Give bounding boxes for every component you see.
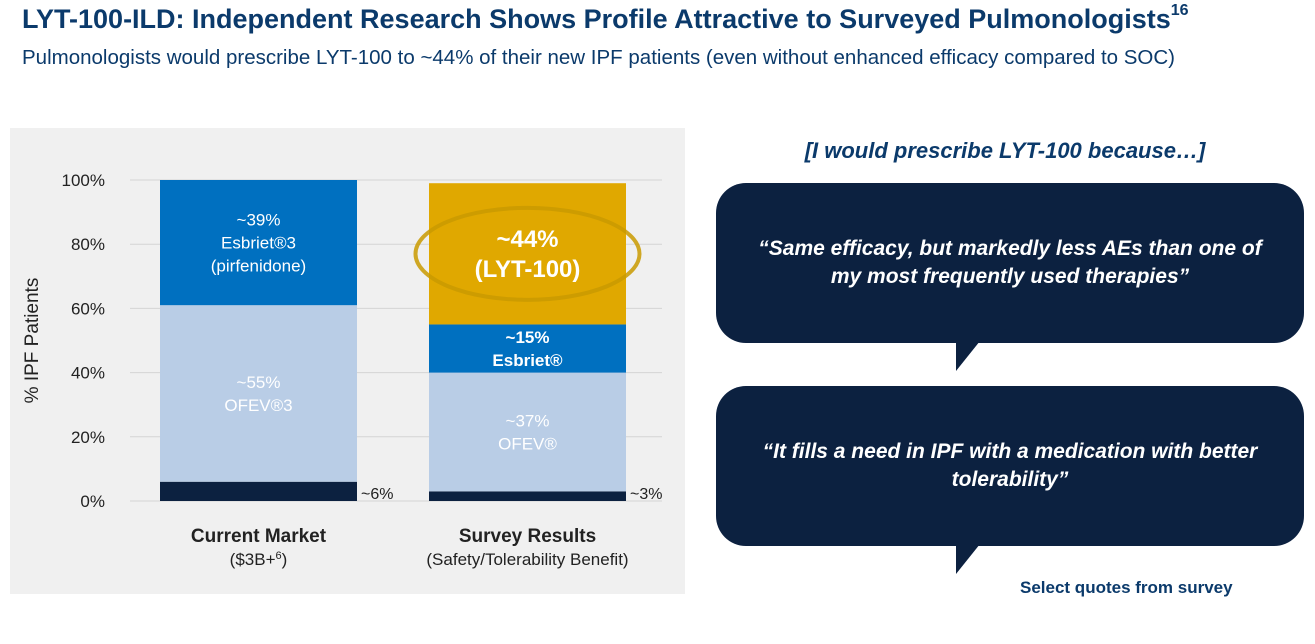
quote-bubble-1: “Same efficacy, but markedly less AEs th…: [716, 183, 1304, 343]
segment-label-esbriet: ~39%: [237, 211, 281, 230]
quote-bubble-2: “It fills a need in IPF with a medicatio…: [716, 386, 1304, 546]
segment-label-esbriet: Esbriet®: [492, 351, 563, 370]
quotes-header: [I would prescribe LYT-100 because…]: [804, 138, 1206, 163]
segment-outside-label: ~6%: [361, 486, 393, 503]
stacked-bar-chart: 0% 20% 40% 60% 80% 100% % IPF Patients ~6% ~55% O…: [22, 171, 662, 569]
segment-label-lyt100: ~44%: [496, 226, 558, 253]
y-tick-label: 20%: [71, 428, 105, 447]
category-label: Current Market: [191, 526, 327, 547]
segment-label-lyt100: (LYT-100): [475, 256, 581, 283]
segment-label-esbriet: ~15%: [506, 328, 550, 347]
category-sublabel: (Safety/Tolerability Benefit): [426, 550, 628, 569]
bar-segment-ofev: [429, 372, 626, 492]
y-tick-label: 80%: [71, 235, 105, 254]
bar-segment-other: [160, 481, 357, 501]
segment-label-ofev: ~55%: [237, 373, 281, 392]
slide-subtitle: Pulmonologists would prescribe LYT-100 t…: [22, 46, 1175, 69]
chart-panel: 0% 20% 40% 60% 80% 100% % IPF Patients ~6% ~55% O…: [10, 128, 685, 594]
quote-bubble-2-tail: [956, 544, 980, 574]
y-tick-label: 40%: [71, 364, 105, 383]
slide-title-text: LYT-100-ILD: Independent Research Shows …: [22, 4, 1171, 34]
segment-label-esbriet: Esbriet®3: [221, 234, 296, 253]
bar-segment-other: [429, 491, 626, 501]
segment-label-ofev: OFEV®: [498, 434, 557, 453]
segment-label-esbriet: (pirfenidone): [211, 257, 306, 276]
segment-label-ofev: ~37%: [506, 411, 550, 430]
y-axis-label: % IPF Patients: [22, 278, 43, 404]
segment-outside-label: ~3%: [630, 486, 662, 503]
bar-segment-ofev: [160, 305, 357, 482]
y-tick-label: 0%: [80, 492, 105, 511]
bar-segment-esbriet: [160, 180, 357, 306]
segment-label-ofev: OFEV®3: [224, 396, 292, 415]
y-tick-label: 60%: [71, 299, 105, 318]
highlight-circle: [413, 205, 642, 302]
quotes-footnote: Select quotes from survey: [1020, 578, 1233, 597]
title-footnote-ref: 16: [1170, 2, 1189, 19]
category-sublabel: ($3B+6): [230, 550, 288, 569]
bar-segment-lyt100: [429, 183, 626, 325]
slide-title: LYT-100-ILD: Independent Research Shows …: [22, 2, 1189, 35]
category-label: Survey Results: [459, 526, 596, 547]
bar-segment-esbriet: [429, 324, 626, 373]
y-tick-label: 100%: [62, 171, 105, 190]
quote-bubble-1-tail: [956, 341, 980, 371]
